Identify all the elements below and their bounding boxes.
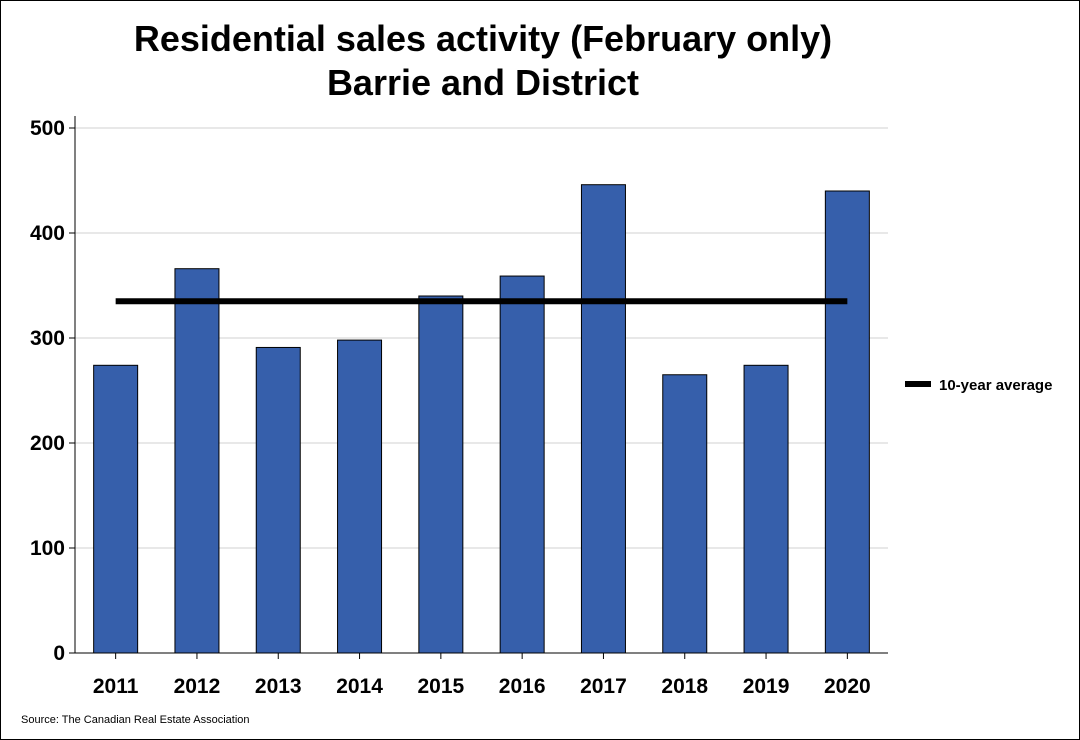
bar-2016 [499,275,545,654]
bar-2015 [418,295,464,654]
bar-2013 [255,346,301,654]
y-tick-label: 400 [30,222,65,245]
bar-2018 [662,374,708,654]
chart-title-line-2: Barrie and District [327,62,639,103]
y-tick-label: 300 [30,327,65,350]
x-tick-label: 2015 [417,675,464,698]
source-note: Source: The Canadian Real Estate Associa… [21,714,250,726]
y-tick-label: 500 [30,117,65,140]
legend-label: 10-year average [939,377,1052,394]
x-tick-label: 2013 [255,675,302,698]
legend: 10-year average [905,377,1052,394]
axes: 0 100 200 300 400 500 2011 2012 2013 2014 2015 2016… [30,116,888,698]
bar-2012 [174,268,220,654]
x-tick-label: 2012 [174,675,221,698]
x-tick-label: 2014 [336,675,383,698]
y-tick-label: 200 [30,432,65,455]
bar-2020 [824,190,870,654]
x-tick-label: 2018 [661,675,708,698]
y-tick-label: 100 [30,537,65,560]
bar-2017 [580,184,626,654]
x-tick-label: 2020 [824,675,871,698]
x-tick-label: 2016 [499,675,546,698]
bar-2019 [743,364,789,654]
bar-2011 [93,364,139,654]
y-tick-label: 0 [53,642,65,665]
chart-title-line-1: Residential sales activity (February onl… [134,18,832,59]
bar-2014 [337,339,383,654]
x-tick-label: 2017 [580,675,627,698]
x-tick-label: 2019 [743,675,790,698]
x-tick-label: 2011 [93,675,139,698]
bars [93,184,870,654]
